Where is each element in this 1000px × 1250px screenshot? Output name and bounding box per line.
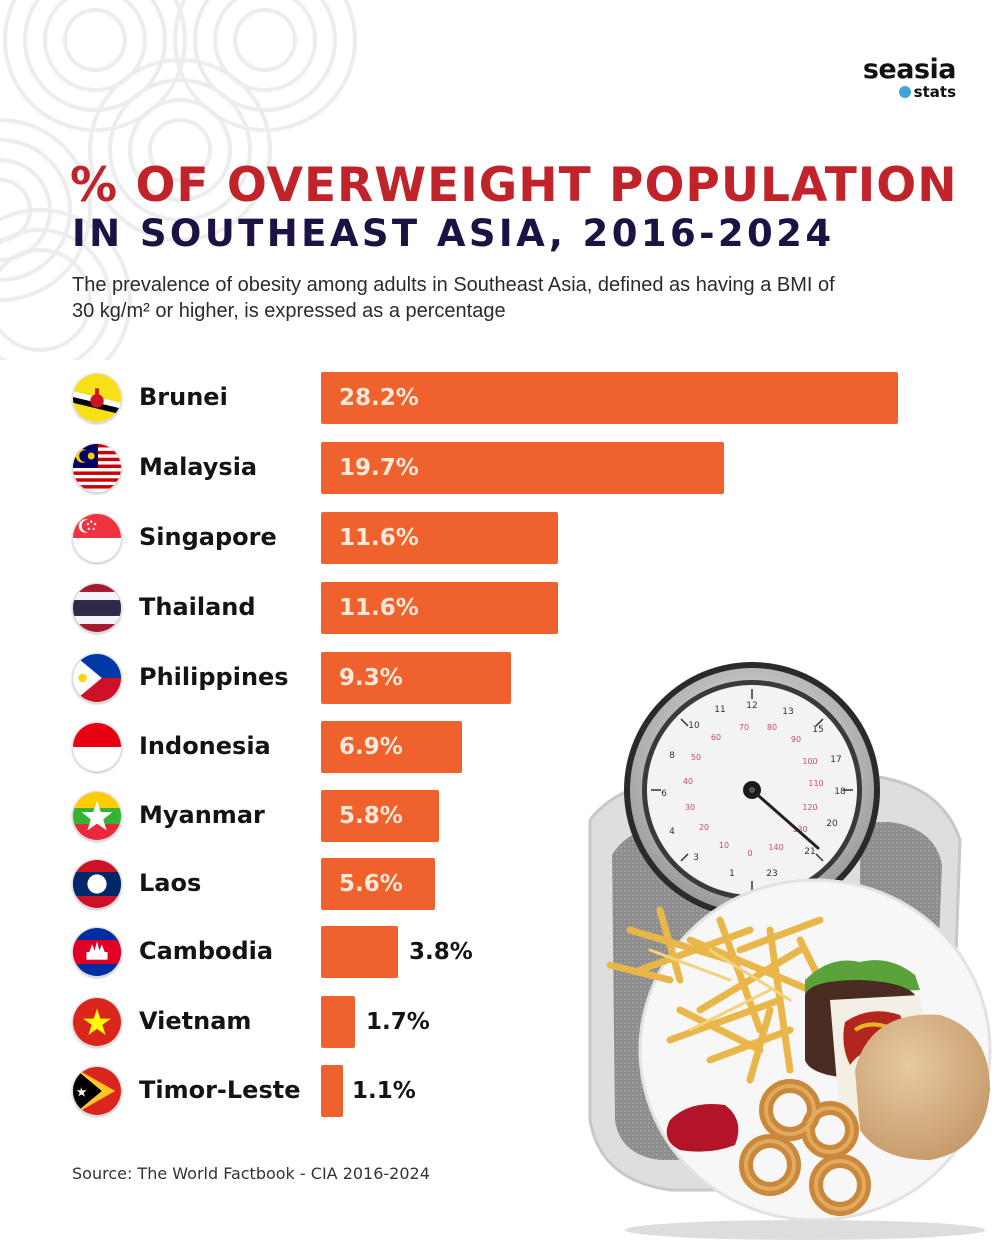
bar-row-thailand: Thailand 11.6% bbox=[0, 582, 1000, 634]
value-label: 5.8% bbox=[339, 803, 403, 829]
value-label: 5.6% bbox=[339, 871, 403, 897]
bar bbox=[321, 652, 511, 704]
bar-row-timor-leste: Timor-Leste 1.1% bbox=[0, 1065, 1000, 1117]
bar bbox=[321, 858, 435, 910]
svg-text:23: 23 bbox=[766, 869, 777, 879]
bar-row-philippines: Philippines 9.3% bbox=[0, 652, 1000, 704]
bar-row-singapore: Singapore 11.6% bbox=[0, 512, 1000, 564]
svg-text:50: 50 bbox=[691, 753, 701, 762]
svg-text:21: 21 bbox=[804, 847, 815, 857]
svg-text:20: 20 bbox=[699, 823, 709, 832]
brand-sub: stats bbox=[863, 84, 956, 100]
country-label: Indonesia bbox=[139, 732, 271, 760]
svg-text:130: 130 bbox=[792, 825, 807, 834]
bar-row-malaysia: Malaysia 19.7% bbox=[0, 442, 1000, 494]
bar bbox=[321, 512, 558, 564]
bar-row-vietnam: Vietnam 1.7% bbox=[0, 996, 1000, 1048]
svg-text:4: 4 bbox=[669, 827, 675, 837]
value-label: 11.6% bbox=[339, 595, 419, 621]
country-label: Singapore bbox=[139, 523, 277, 551]
svg-text:100: 100 bbox=[802, 757, 817, 766]
svg-text:30: 30 bbox=[685, 803, 695, 812]
svg-text:13: 13 bbox=[782, 707, 793, 717]
svg-text:40: 40 bbox=[683, 777, 693, 786]
svg-text:80: 80 bbox=[767, 723, 777, 732]
source-note: Source: The World Factbook - CIA 2016-20… bbox=[72, 1164, 430, 1183]
value-label: 6.9% bbox=[339, 734, 403, 760]
country-label: Vietnam bbox=[139, 1007, 252, 1035]
bar-row-laos: Laos 5.6% bbox=[0, 858, 1000, 910]
country-label: Cambodia bbox=[139, 937, 274, 965]
chart-subtitle: The prevalence of obesity among adults i… bbox=[72, 274, 835, 322]
svg-text:17: 17 bbox=[830, 755, 841, 765]
value-label: 1.7% bbox=[366, 1009, 430, 1035]
bar bbox=[321, 790, 439, 842]
bar-row-indonesia: Indonesia 6.9% bbox=[0, 721, 1000, 773]
value-label: 1.1% bbox=[352, 1078, 416, 1104]
singapore-flag-icon bbox=[72, 513, 122, 563]
country-label: Timor-Leste bbox=[139, 1076, 301, 1104]
bar bbox=[321, 926, 398, 978]
country-label: Myanmar bbox=[139, 801, 265, 829]
chart-title-line2: IN SOUTHEAST ASIA, 2016-2024 bbox=[72, 212, 835, 255]
svg-text:110: 110 bbox=[808, 779, 823, 788]
country-label: Thailand bbox=[139, 593, 256, 621]
country-label: Philippines bbox=[139, 663, 289, 691]
brunei-flag-icon bbox=[72, 373, 122, 423]
svg-text:90: 90 bbox=[791, 735, 801, 744]
brand-dot-icon bbox=[898, 86, 911, 98]
brand-name: seasia bbox=[862, 54, 957, 85]
vietnam-flag-icon bbox=[72, 997, 122, 1047]
bar-row-myanmar: Myanmar 5.8% bbox=[0, 790, 1000, 842]
indonesia-flag-icon bbox=[72, 722, 122, 772]
svg-text:10: 10 bbox=[719, 841, 729, 850]
country-label: Laos bbox=[139, 869, 202, 897]
svg-text:0: 0 bbox=[747, 849, 752, 858]
svg-text:60: 60 bbox=[711, 733, 721, 742]
bar bbox=[321, 721, 462, 773]
svg-text:15: 15 bbox=[812, 725, 823, 735]
svg-text:8: 8 bbox=[669, 751, 675, 761]
seasia-stats-logo: seasia stats bbox=[862, 54, 957, 101]
value-label: 28.2% bbox=[339, 385, 419, 411]
bar-row-brunei: Brunei 28.2% bbox=[0, 372, 1000, 424]
svg-text:18: 18 bbox=[834, 787, 846, 797]
malaysia-flag-icon bbox=[72, 443, 122, 493]
value-label: 9.3% bbox=[339, 665, 403, 691]
svg-text:11: 11 bbox=[714, 705, 725, 715]
bar bbox=[321, 1065, 343, 1117]
brand-sub-label: stats bbox=[913, 83, 956, 101]
svg-text:70: 70 bbox=[739, 723, 749, 732]
svg-text:3: 3 bbox=[693, 853, 699, 863]
thailand-flag-icon bbox=[72, 583, 122, 633]
bar bbox=[321, 996, 355, 1048]
bar bbox=[321, 442, 724, 494]
laos-flag-icon bbox=[72, 859, 122, 909]
country-label: Brunei bbox=[139, 383, 228, 411]
svg-text:20: 20 bbox=[826, 819, 838, 829]
philippines-flag-icon bbox=[72, 653, 122, 703]
svg-text:140: 140 bbox=[768, 843, 783, 852]
myanmar-flag-icon bbox=[72, 791, 122, 841]
svg-text:10: 10 bbox=[688, 721, 700, 731]
svg-text:1: 1 bbox=[729, 869, 735, 879]
value-label: 19.7% bbox=[339, 455, 419, 481]
cambodia-flag-icon bbox=[72, 927, 122, 977]
svg-text:6: 6 bbox=[661, 789, 667, 799]
country-label: Malaysia bbox=[139, 453, 258, 481]
value-label: 11.6% bbox=[339, 525, 419, 551]
bar-row-cambodia: Cambodia 3.8% bbox=[0, 926, 1000, 978]
value-label: 3.8% bbox=[409, 939, 473, 965]
bar bbox=[321, 582, 558, 634]
svg-text:120: 120 bbox=[802, 803, 817, 812]
svg-text:12: 12 bbox=[746, 701, 757, 711]
junk-food-plate-icon bbox=[606, 878, 992, 1240]
chart-title: % OF OVERWEIGHT POPULATION bbox=[70, 158, 958, 213]
timor-leste-flag-icon bbox=[72, 1066, 122, 1116]
bar bbox=[321, 372, 898, 424]
